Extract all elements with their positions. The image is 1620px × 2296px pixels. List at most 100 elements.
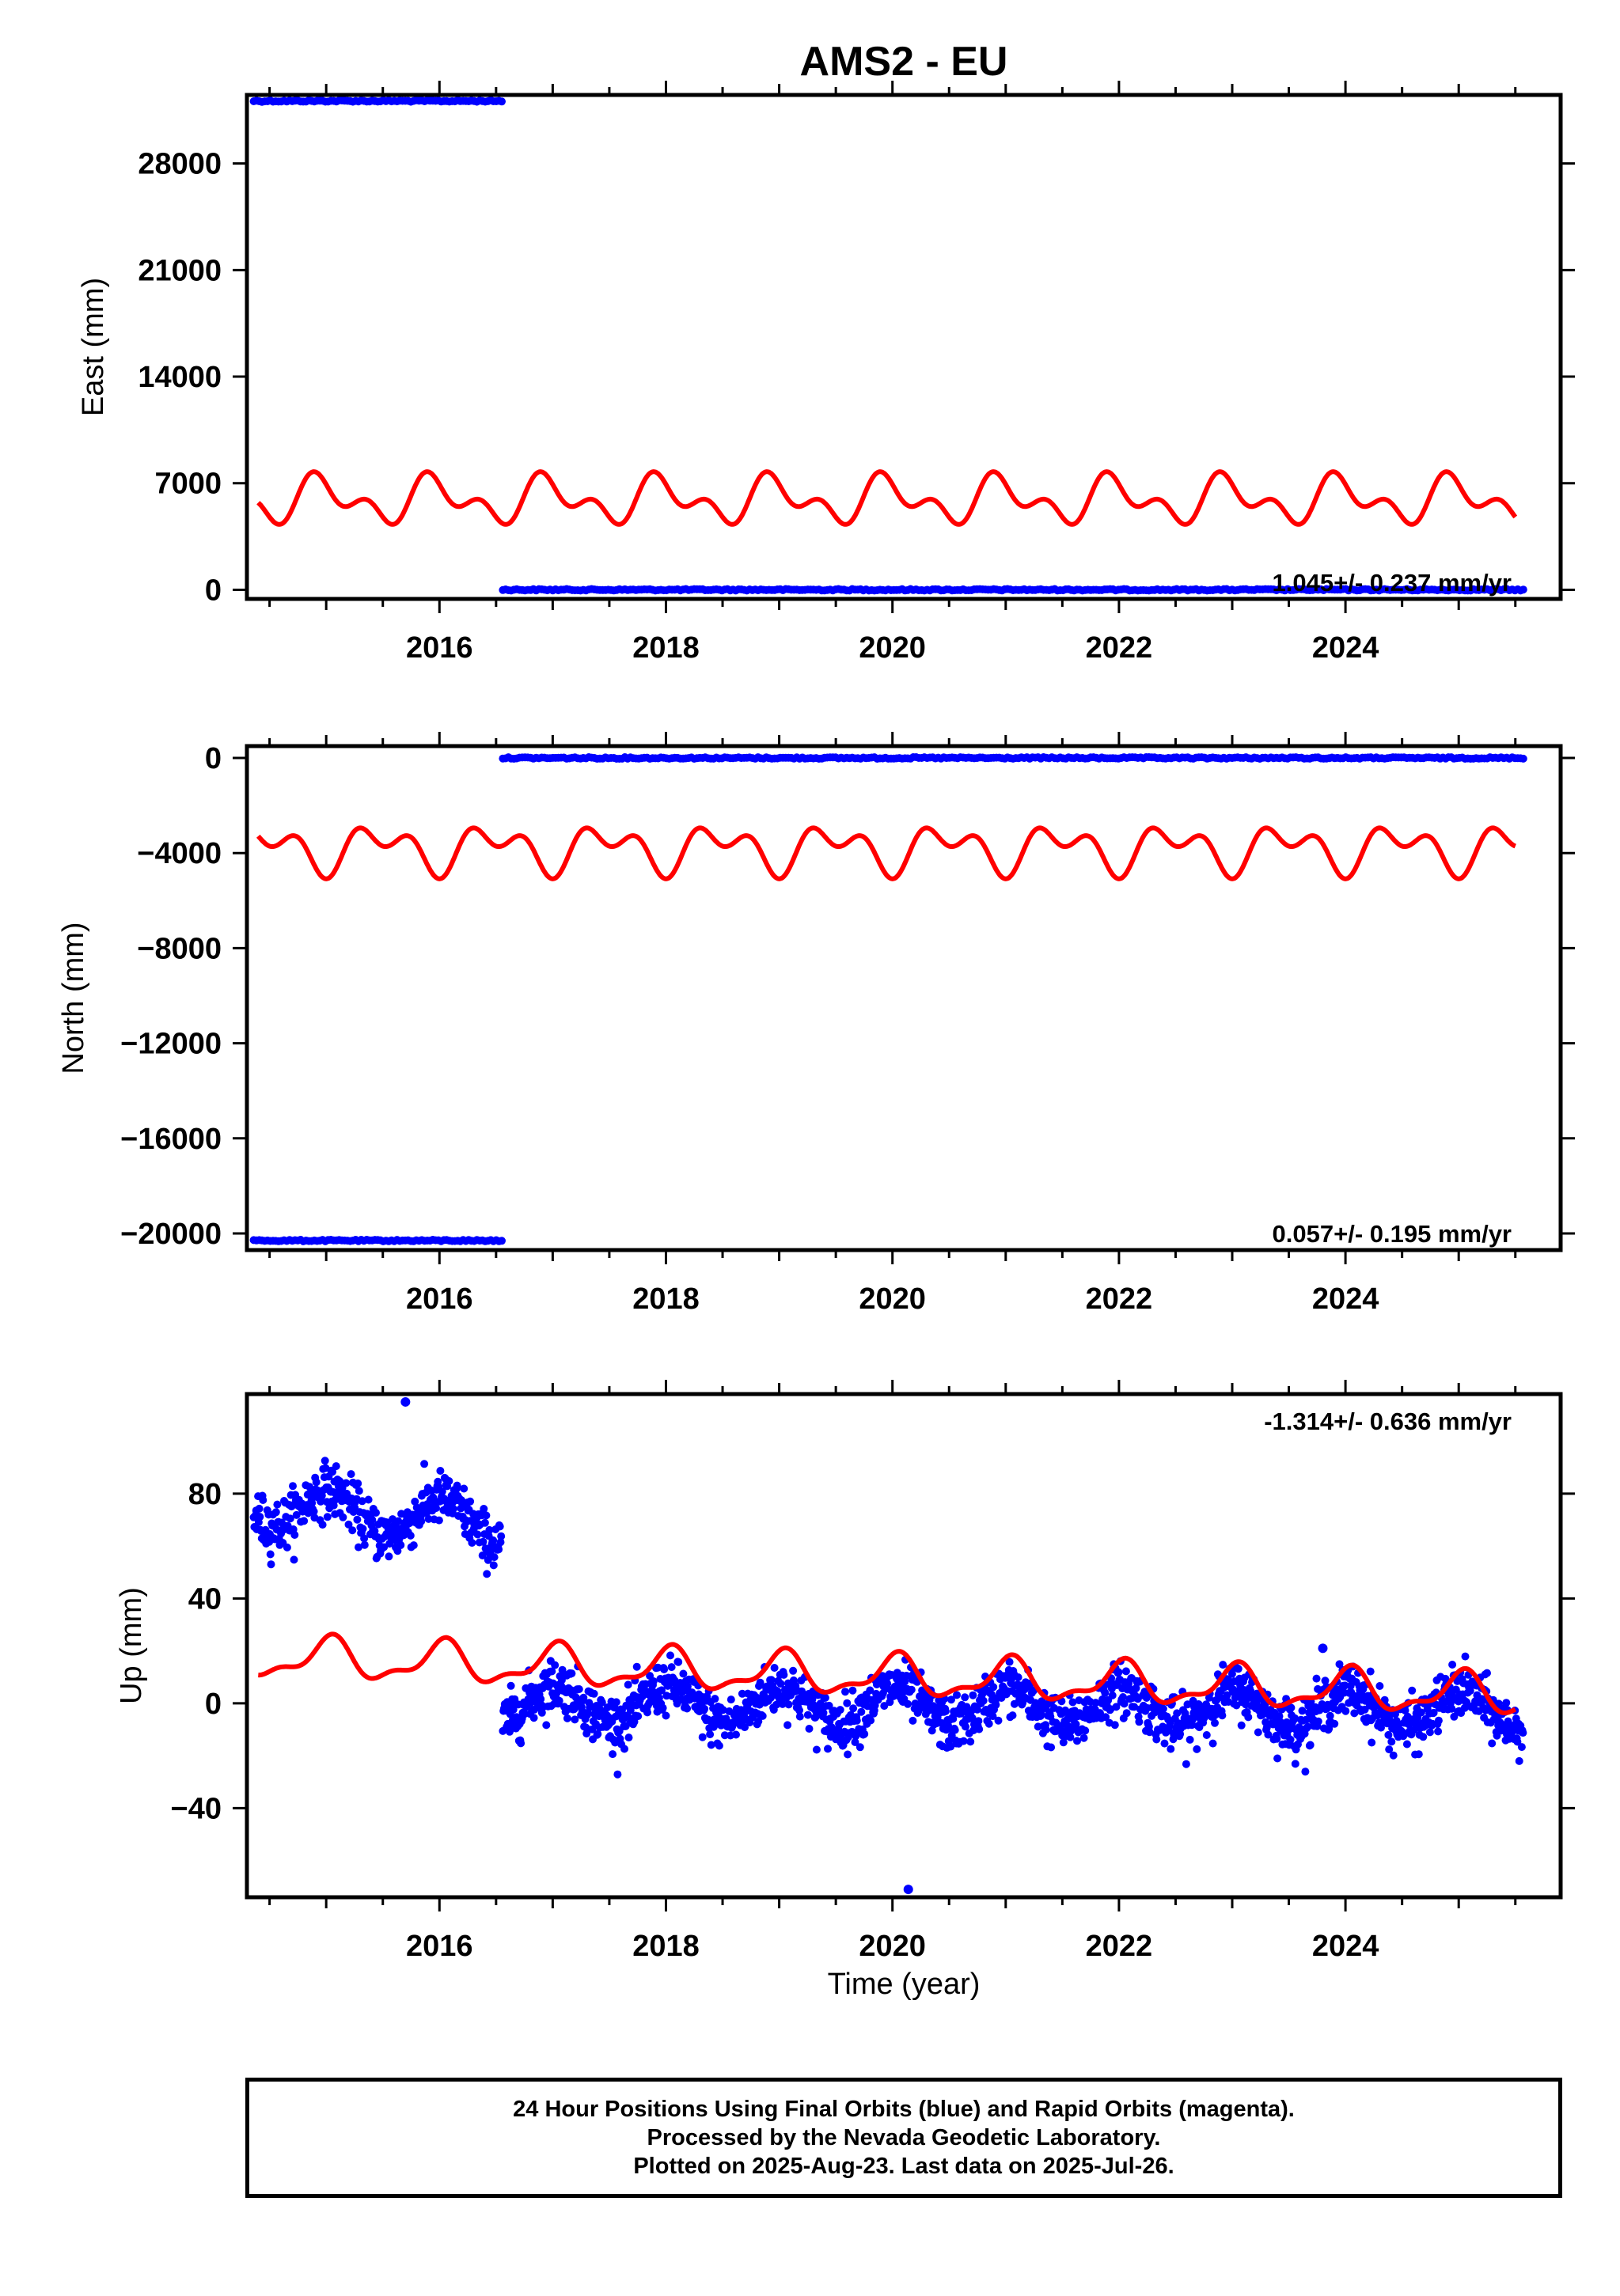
north-y-tick-label: −16000 (120, 1123, 222, 1156)
up-position-point (1102, 1713, 1110, 1722)
up-position-point (643, 1708, 651, 1717)
up-x-tick-label: 2024 (1312, 1930, 1379, 1963)
up-position-point (290, 1555, 298, 1564)
up-position-point (485, 1525, 494, 1534)
up-position-point (662, 1711, 670, 1720)
up-position-point (1425, 1728, 1434, 1737)
up-position-point (1273, 1734, 1281, 1743)
north-x-tick-label: 2016 (406, 1283, 473, 1316)
up-position-point (720, 1731, 729, 1740)
up-position-point (975, 1725, 984, 1733)
up-position-point (1409, 1726, 1418, 1734)
up-position-point (449, 1505, 457, 1513)
up-position-point (613, 1770, 622, 1779)
up-outlier-point (903, 1885, 913, 1895)
up-position-point (803, 1711, 812, 1719)
up-x-tick-label: 2018 (632, 1930, 700, 1963)
up-position-point (555, 1696, 563, 1705)
up-position-point (985, 1719, 993, 1728)
up-position-point (259, 1496, 267, 1504)
up-position-point (674, 1658, 683, 1666)
up-position-point (979, 1696, 988, 1705)
up-y-tick-label: 80 (188, 1478, 222, 1511)
up-position-point (758, 1711, 767, 1720)
up-position-point (309, 1507, 318, 1516)
up-position-point (848, 1686, 857, 1695)
up-position-point (1513, 1737, 1522, 1746)
up-outlier-point (400, 1396, 411, 1407)
up-position-point (348, 1526, 357, 1535)
up-position-point (836, 1706, 844, 1714)
up-position-point (409, 1541, 418, 1550)
up-position-point (1298, 1707, 1307, 1715)
up-position-point (1068, 1698, 1077, 1707)
up-position-point (756, 1678, 764, 1687)
up-position-point (630, 1718, 639, 1726)
up-position-point (805, 1725, 814, 1733)
up-position-point (609, 1750, 617, 1759)
up-position-point (1183, 1700, 1192, 1709)
up-position-point (489, 1536, 498, 1544)
up-position-point (928, 1726, 936, 1735)
up-position-point (1120, 1699, 1129, 1708)
up-position-point (1014, 1673, 1022, 1681)
figure-title: AMS2 - EU (800, 39, 1008, 85)
up-position-point (548, 1667, 556, 1676)
up-position-point (654, 1663, 662, 1672)
up-position-point (1112, 1703, 1121, 1711)
footer-line-plotted: Plotted on 2025-Aug-23. Last data on 202… (633, 2154, 1174, 2179)
up-position-point (1073, 1737, 1081, 1745)
up-position-point (658, 1686, 666, 1695)
up-position-point (849, 1704, 858, 1713)
up-outlier-point (1318, 1643, 1328, 1654)
up-position-point (715, 1741, 723, 1750)
up-position-point (394, 1517, 403, 1525)
up-position-point (1402, 1740, 1411, 1749)
north-position-point (1519, 754, 1527, 763)
up-position-point (1461, 1652, 1470, 1661)
up-position-point (552, 1688, 561, 1697)
up-position-point (1429, 1708, 1438, 1717)
up-position-point (1160, 1739, 1169, 1748)
up-position-point (784, 1700, 793, 1709)
up-position-point (290, 1531, 299, 1539)
up-position-point (1059, 1738, 1068, 1747)
up-position-point (1368, 1738, 1376, 1747)
up-position-point (542, 1721, 551, 1730)
up-position-point (649, 1677, 658, 1685)
up-position-point (953, 1691, 961, 1699)
north-data-layer (249, 753, 1527, 1245)
up-position-point (1488, 1739, 1497, 1748)
x-axis-title: Time (year) (828, 1968, 981, 2001)
up-position-point (1211, 1718, 1219, 1727)
up-position-point (318, 1521, 327, 1529)
up-position-point (1291, 1714, 1299, 1722)
up-position-point (1101, 1688, 1110, 1697)
up-position-point (364, 1495, 373, 1504)
up-position-point (571, 1715, 579, 1724)
up-position-point (579, 1693, 588, 1702)
up-position-point (353, 1515, 362, 1524)
up-position-point (1152, 1735, 1161, 1744)
east-plot-frame (245, 93, 1563, 601)
up-position-point (700, 1704, 709, 1713)
up-position-point (1041, 1726, 1050, 1734)
up-position-point (385, 1552, 393, 1561)
up-position-point (1024, 1707, 1033, 1715)
up-position-point (575, 1685, 583, 1693)
up-position-point (567, 1669, 576, 1678)
up-position-point (328, 1468, 337, 1476)
up-position-point (1391, 1710, 1399, 1718)
up-position-point (273, 1500, 282, 1509)
up-position-point (529, 1714, 538, 1722)
up-position-point (1312, 1674, 1321, 1683)
up-position-point (1287, 1703, 1296, 1712)
up-position-point (344, 1520, 353, 1529)
up-position-point (411, 1497, 419, 1506)
north-y-tick-label: −4000 (137, 837, 222, 870)
up-position-point (1291, 1760, 1299, 1768)
up-position-point (632, 1662, 641, 1671)
up-position-point (994, 1716, 1003, 1725)
up-position-point (612, 1698, 620, 1707)
up-plot-frame (245, 1392, 1563, 1900)
